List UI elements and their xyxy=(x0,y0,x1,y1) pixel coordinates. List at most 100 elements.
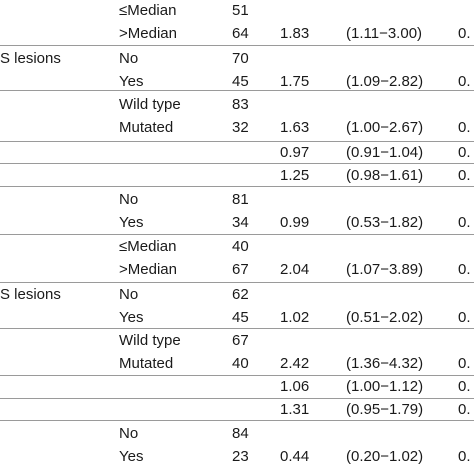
ci-cell: (1.09−2.82) xyxy=(346,73,424,90)
ci-cell: (1.00−1.12) xyxy=(346,378,424,395)
hr-cell: 1.83 xyxy=(280,25,310,42)
category-cell: ≤Median xyxy=(119,2,177,19)
category-cell: Yes xyxy=(119,73,144,90)
table-row: Yes 23 0.44 (0.20−1.02) 0. xyxy=(0,446,474,468)
table-row: ≤Median 51 xyxy=(0,0,474,22)
n-cell: 40 xyxy=(232,238,249,255)
n-cell: 34 xyxy=(232,214,249,231)
row-divider xyxy=(0,282,474,283)
n-cell: 67 xyxy=(232,332,249,349)
hr-cell: 1.63 xyxy=(280,119,310,136)
table-row: Yes 45 1.02 (0.51−2.02) 0. xyxy=(0,307,474,329)
category-cell: Mutated xyxy=(119,355,174,372)
category-cell: No xyxy=(119,191,139,208)
n-cell: 45 xyxy=(232,309,249,326)
row-divider xyxy=(0,141,474,142)
category-cell: Wild type xyxy=(119,332,181,349)
category-cell: Yes xyxy=(119,309,144,326)
ci-cell: (0.98−1.61) xyxy=(346,167,424,184)
n-cell: 51 xyxy=(232,2,249,19)
category-cell: Yes xyxy=(119,214,144,231)
n-cell: 32 xyxy=(232,119,249,136)
n-cell: 81 xyxy=(232,191,249,208)
n-cell: 62 xyxy=(232,286,249,303)
category-cell: Wild type xyxy=(119,96,181,113)
row-divider xyxy=(0,328,474,329)
hr-cell: 0.99 xyxy=(280,214,310,231)
ci-cell: (0.20−1.02) xyxy=(346,448,424,465)
category-cell: >Median xyxy=(119,25,177,42)
hr-cell: 2.42 xyxy=(280,355,310,372)
table-row: No 81 xyxy=(0,189,474,211)
table-row: Mutated 40 2.42 (1.36−4.32) 0. xyxy=(0,353,474,375)
table-row: Yes 45 1.75 (1.09−2.82) 0. xyxy=(0,71,474,93)
category-cell: No xyxy=(119,286,139,303)
p-cell: 0. xyxy=(458,401,471,418)
table-row: Yes 34 0.99 (0.53−1.82) 0. xyxy=(0,212,474,234)
table-row: Wild type 67 xyxy=(0,330,474,352)
row-divider xyxy=(0,163,474,164)
n-cell: 84 xyxy=(232,425,249,442)
ci-cell: (0.91−1.04) xyxy=(346,144,424,161)
row-divider xyxy=(0,90,474,91)
category-cell: No xyxy=(119,50,139,67)
table-row: 1.31 (0.95−1.79) 0. xyxy=(0,399,474,421)
hr-cell: 1.06 xyxy=(280,378,310,395)
hr-cell: 0.97 xyxy=(280,144,310,161)
category-cell: Yes xyxy=(119,448,144,465)
ci-cell: (0.53−1.82) xyxy=(346,214,424,231)
variable-cell: S lesions xyxy=(0,50,61,67)
p-cell: 0. xyxy=(458,378,471,395)
p-cell: 0. xyxy=(458,355,471,372)
table-row: S lesions No 62 xyxy=(0,284,474,306)
hr-cell: 2.04 xyxy=(280,261,310,278)
hr-cell: 1.02 xyxy=(280,309,310,326)
table-row: ≤Median 40 xyxy=(0,236,474,258)
p-cell: 0. xyxy=(458,261,471,278)
table-row: Mutated 32 1.63 (1.00−2.67) 0. xyxy=(0,117,474,139)
n-cell: 23 xyxy=(232,448,249,465)
n-cell: 64 xyxy=(232,25,249,42)
category-cell: Mutated xyxy=(119,119,174,136)
table-row: >Median 67 2.04 (1.07−3.89) 0. xyxy=(0,259,474,281)
ci-cell: (0.95−1.79) xyxy=(346,401,424,418)
table-row: 1.06 (1.00−1.12) 0. xyxy=(0,376,474,398)
ci-cell: (1.07−3.89) xyxy=(346,261,424,278)
n-cell: 45 xyxy=(232,73,249,90)
p-cell: 0. xyxy=(458,73,471,90)
category-cell: ≤Median xyxy=(119,238,177,255)
p-cell: 0. xyxy=(458,144,471,161)
p-cell: 0. xyxy=(458,25,471,42)
n-cell: 70 xyxy=(232,50,249,67)
table-row: 1.25 (0.98−1.61) 0. xyxy=(0,165,474,187)
hr-cell: 1.75 xyxy=(280,73,310,90)
table-row: 0.97 (0.91−1.04) 0. xyxy=(0,142,474,164)
n-cell: 40 xyxy=(232,355,249,372)
n-cell: 67 xyxy=(232,261,249,278)
table-row: >Median 64 1.83 (1.11−3.00) 0. xyxy=(0,23,474,45)
category-cell: No xyxy=(119,425,139,442)
row-divider xyxy=(0,398,474,399)
p-cell: 0. xyxy=(458,119,471,136)
p-cell: 0. xyxy=(458,309,471,326)
p-cell: 0. xyxy=(458,214,471,231)
row-divider xyxy=(0,186,474,187)
ci-cell: (1.11−3.00) xyxy=(346,25,423,42)
hr-cell: 0.44 xyxy=(280,448,310,465)
ci-cell: (1.36−4.32) xyxy=(346,355,424,372)
row-divider xyxy=(0,375,474,376)
table-row: S lesions No 70 xyxy=(0,48,474,70)
variable-cell: S lesions xyxy=(0,286,61,303)
table-row: Wild type 83 xyxy=(0,94,474,116)
row-divider xyxy=(0,45,474,46)
p-cell: 0. xyxy=(458,167,471,184)
p-cell: 0. xyxy=(458,448,471,465)
row-divider xyxy=(0,420,474,421)
hr-cell: 1.25 xyxy=(280,167,310,184)
category-cell: >Median xyxy=(119,261,177,278)
table-row: No 84 xyxy=(0,423,474,445)
row-divider xyxy=(0,234,474,235)
ci-cell: (1.00−2.67) xyxy=(346,119,424,136)
ci-cell: (0.51−2.02) xyxy=(346,309,424,326)
